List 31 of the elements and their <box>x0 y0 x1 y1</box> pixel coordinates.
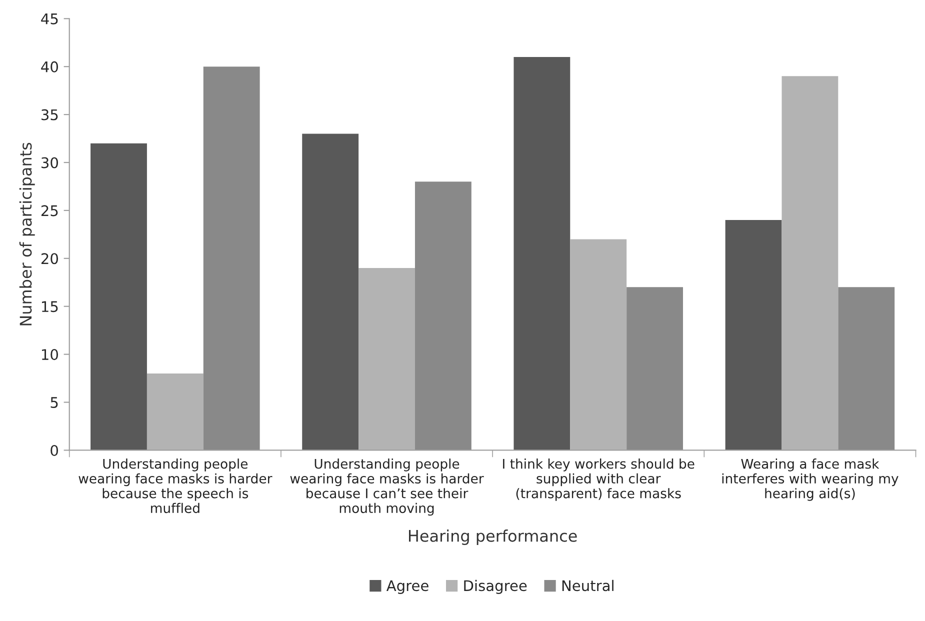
x-tick-label: Understanding people wearing face masks is harder because the speech is muffled <box>78 458 272 514</box>
bar <box>146 373 204 450</box>
bar <box>302 134 359 450</box>
bar <box>725 220 782 450</box>
y-tick-label: 45 <box>41 14 58 24</box>
bar <box>782 76 838 450</box>
y-tick-label: 30 <box>42 157 58 168</box>
y-tick-label: 20 <box>41 253 58 264</box>
y-tick-label: 25 <box>41 205 58 216</box>
bar <box>358 268 415 450</box>
bar <box>570 239 627 450</box>
y-tick-label: 5 <box>50 397 58 408</box>
x-axis-title: Hearing performance <box>409 530 577 545</box>
y-tick-label: 15 <box>42 301 58 312</box>
bar <box>414 182 472 450</box>
x-tick-label: Wearing a face mask interferes with wearing my hearing aid(s) <box>722 458 898 501</box>
bar <box>514 56 570 450</box>
y-axis-title: Number of participants <box>19 142 35 326</box>
y-tick-label: 0 <box>50 444 58 456</box>
legend-label: Neutral <box>562 580 614 592</box>
bar <box>90 143 147 450</box>
y-tick-label: 35 <box>42 109 58 120</box>
bar <box>626 287 683 450</box>
bar <box>203 66 260 450</box>
legend-label: Agree <box>386 580 428 594</box>
y-tick-label: 40 <box>41 61 58 72</box>
legend-label: Disagree <box>464 580 527 594</box>
x-tick-label: Understanding people wearing face masks is harder because I can’t see their mouth moving <box>290 458 484 516</box>
x-tick-label: I think key workers should be supplied with clear (transparent) face masks <box>503 458 694 501</box>
bar <box>838 287 895 450</box>
y-tick-label: 10 <box>42 349 58 360</box>
